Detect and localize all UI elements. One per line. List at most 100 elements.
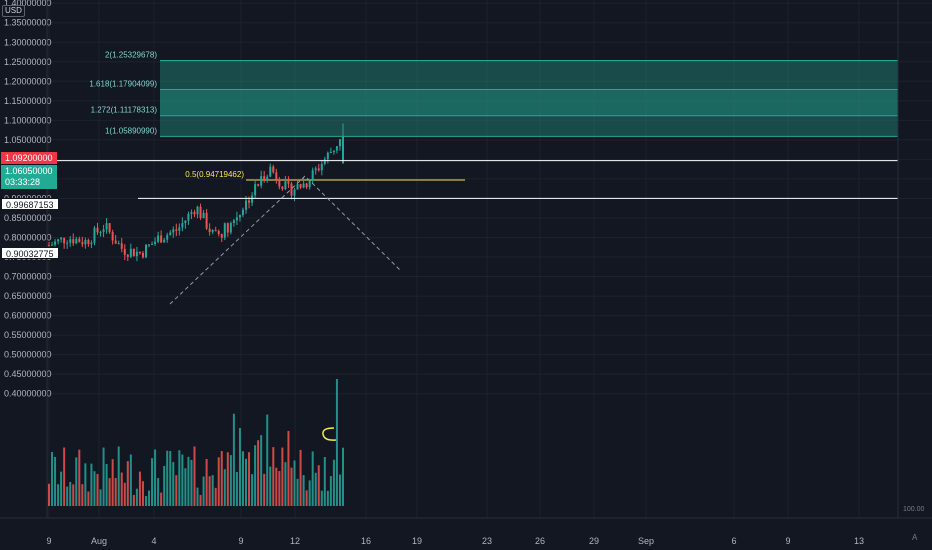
volume-bar [199,494,202,506]
price-tick-label: 0.65000000 [4,291,52,301]
candle-body [269,166,272,177]
candle-body [305,183,308,188]
price-tick-label: 0.70000000 [4,272,52,282]
candle-body [138,251,141,254]
candle-body [114,240,117,244]
volume-bar [241,451,244,506]
time-tick-label: 12 [290,536,300,546]
candle-body [323,159,326,164]
volume-bar [154,449,157,506]
candle-body [120,243,123,249]
drawings[interactable] [47,160,898,441]
candle-body [196,206,199,215]
volume-bar [205,459,208,506]
volume-bar [172,462,175,506]
volume-bar [66,486,69,506]
volume-bar [108,478,111,506]
candle-body [160,235,163,243]
price-tick-label: 1.20000000 [4,76,52,86]
candle-body [308,180,311,188]
candle-body [296,184,299,190]
candle-body [235,217,238,221]
candle-body [63,237,66,244]
volume-bar [157,478,160,506]
volume-bar [129,454,132,506]
price-tick-label: 0.80000000 [4,233,52,243]
candle-body [84,239,87,245]
candle-body [199,206,202,219]
volume-bar [290,467,293,506]
candle-body [135,251,138,257]
volume-bar [151,458,154,506]
volume-bar [120,472,123,506]
volume-bar [223,469,226,506]
volume-bar [245,458,248,506]
volume-bar [181,454,184,506]
candle-body [208,228,211,233]
time-tick-label: 16 [361,536,371,546]
candle-body [141,253,144,258]
candle-body [144,244,147,258]
price-tick-label: 0.50000000 [4,350,52,360]
candle-body [60,237,63,240]
time-tick-label: 13 [854,536,864,546]
fib-label: 1.618(1.17904099) [89,79,157,88]
price-tick-label: 1.40000000 [4,0,52,8]
candle-body [232,220,235,223]
volume-bar [148,490,151,506]
volume-bar [93,471,96,506]
volume-scale-label: 100.00 [903,506,925,513]
candle-body [326,152,329,160]
volume-bar [229,455,232,506]
candle-body [57,239,60,242]
volume-bar [187,456,190,506]
volume-bar [293,460,296,506]
price-tick-label: 1.10000000 [4,115,52,125]
price-tick-label: 1.25000000 [4,57,52,67]
volume-bar [114,478,117,506]
candle-body [329,152,332,154]
price-tick-label: 0.55000000 [4,330,52,340]
candle-body [75,238,78,244]
volume-bar [238,427,241,506]
candle-body [148,244,151,246]
volume-bar [278,471,281,506]
volume-bar [342,447,344,506]
volume-bar [326,490,329,506]
candle-body [105,223,108,230]
candle-body [281,186,284,190]
fib-extension[interactable]: 2(1.25329678) 1.618(1.17904099) 1.272(1.11… [89,50,898,181]
auto-scale-button[interactable]: A [912,533,918,542]
fib-label: 1(1.05890990) [105,126,157,135]
volume-bar [87,491,90,506]
volume-bar [266,414,269,506]
volume-bar [320,490,323,506]
candle-body [166,234,169,240]
candle-body [132,248,135,257]
volume-bar [317,465,320,506]
trend-dashed-line [169,175,401,305]
fib-zone-2 [160,60,898,90]
candle-body [266,176,269,181]
candles [48,123,344,262]
time-tick-label: 9 [785,536,790,546]
candle-body [93,227,96,243]
last-price-value: 1.06050000 [5,166,53,176]
candle-body [217,230,220,235]
candle-body [108,223,111,233]
volume-bar [160,492,163,506]
horizontal-line-tag-1: 0.99687153 [1,198,59,210]
currency-badge[interactable]: USD [2,5,25,17]
candle-body [214,230,217,232]
volume-bar [184,468,187,506]
time-tick-label: Sep [638,536,654,546]
candle-body [187,213,190,221]
volume-bar [323,456,326,506]
volume-bar [190,459,193,506]
volume-bar [305,490,308,506]
volume-bar [269,466,272,506]
volume-bars [48,379,344,506]
fib-zone-1618 [160,89,898,116]
